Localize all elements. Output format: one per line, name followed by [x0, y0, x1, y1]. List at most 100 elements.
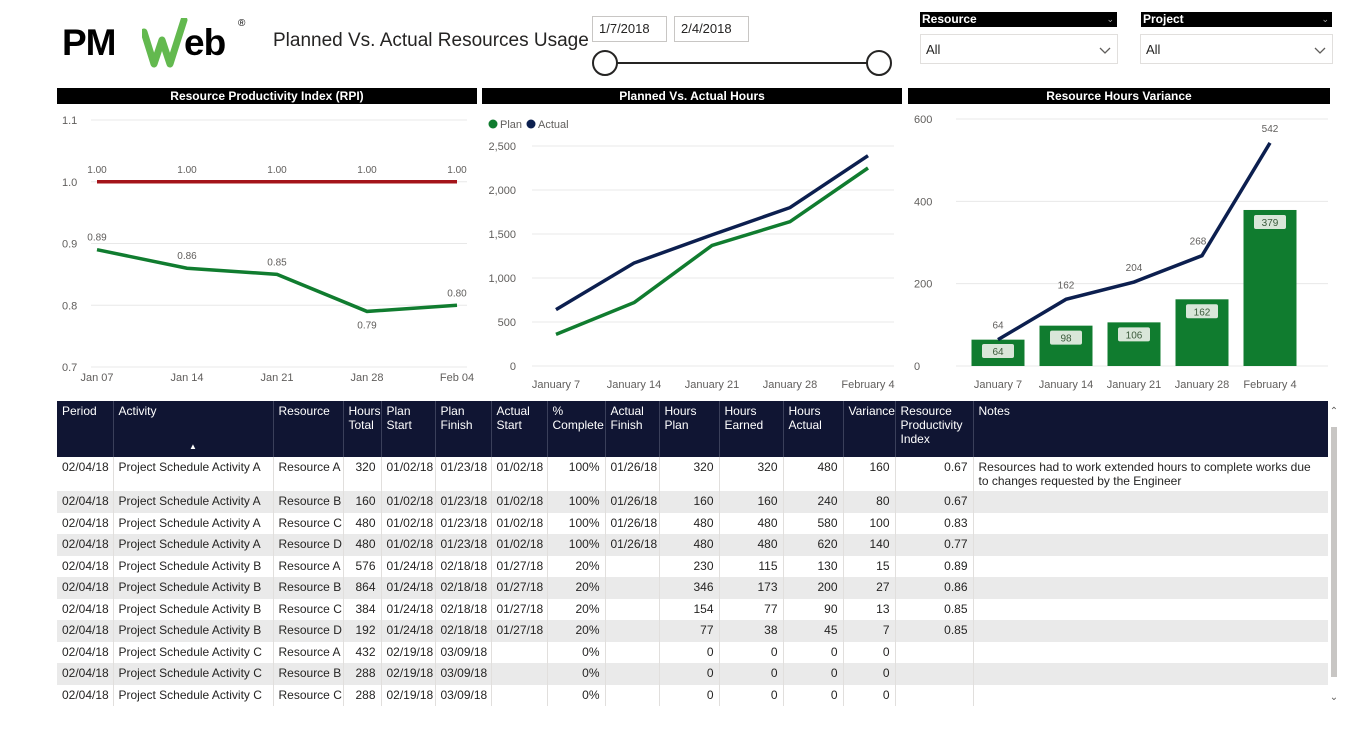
date-slider-start-handle[interactable] — [592, 50, 618, 76]
table-cell: 02/04/18 — [57, 491, 114, 513]
table-cell: Resource A — [273, 555, 344, 577]
column-header[interactable]: Hours Plan — [659, 401, 720, 457]
table-cell: 02/19/18 — [381, 641, 436, 663]
table-cell: Project Schedule Activity C — [113, 663, 274, 685]
x-tick-label: January 21 — [1107, 379, 1161, 391]
table-cell: 20% — [547, 620, 606, 642]
y-tick-label: 0.9 — [62, 239, 77, 251]
column-header[interactable]: Period — [57, 401, 114, 457]
scrollbar-thumb[interactable] — [1331, 427, 1337, 677]
column-header-label: Actual Start — [496, 404, 530, 432]
sort-ascending-icon[interactable]: ▲ — [189, 442, 197, 451]
table-cell: 02/04/18 — [57, 577, 114, 599]
scroll-up-icon[interactable]: ⌃ — [1329, 406, 1339, 417]
x-tick-label: Jan 14 — [170, 372, 203, 384]
y-tick-label: 1,000 — [488, 273, 516, 285]
y-tick-label: 0.7 — [62, 362, 77, 374]
table-cell: Project Schedule Activity B — [113, 598, 274, 620]
resource-slicer-header[interactable]: Resource ⌄ — [920, 12, 1117, 27]
table-cell: 0 — [783, 684, 844, 706]
table-cell — [605, 641, 660, 663]
table-cell: 02/04/18 — [57, 555, 114, 577]
table-scrollbar[interactable]: ⌃ ⌄ — [1329, 401, 1339, 713]
table-row[interactable]: 02/04/18 Project Schedule Activity A Resou… — [57, 491, 1328, 513]
column-header[interactable]: Hours Earned — [719, 401, 784, 457]
column-header-label: Variance — [848, 404, 895, 418]
project-slicer-label: Project — [1143, 12, 1184, 26]
table-cell: 480 — [659, 512, 720, 534]
table-cell — [973, 577, 1328, 599]
table-cell: 02/19/18 — [381, 663, 436, 685]
table-cell: 0.67 — [895, 457, 974, 491]
date-start-input[interactable]: 1/7/2018 — [592, 16, 667, 42]
project-slicer-dropdown[interactable]: All — [1140, 34, 1333, 64]
column-header[interactable]: Resource — [273, 401, 344, 457]
table-cell: Resource B — [273, 491, 344, 513]
resource-slicer-dropdown[interactable]: All — [920, 34, 1118, 64]
column-header[interactable]: Plan Finish — [435, 401, 492, 457]
table-cell: 77 — [719, 598, 784, 620]
date-end-input[interactable]: 2/4/2018 — [674, 16, 749, 42]
table-cell: 02/19/18 — [381, 684, 436, 706]
table-cell: Resource B — [273, 577, 344, 599]
plan-vs-actual-line-chart: 0 500 1,000 1,500 2,000 2,500 January 7 January… — [488, 119, 894, 391]
table-cell: 13 — [843, 598, 896, 620]
table-row[interactable]: 02/04/18 Project Schedule Activity A Resou… — [57, 457, 1328, 491]
project-slicer-header[interactable]: Project ⌄ — [1141, 12, 1332, 27]
column-header[interactable]: Notes — [973, 401, 1328, 457]
table-cell — [973, 491, 1328, 513]
table-row[interactable]: 02/04/18 Project Schedule Activity B Resou… — [57, 620, 1328, 642]
x-tick-label: January 28 — [1175, 379, 1229, 391]
column-header-label: Plan Start — [386, 404, 412, 432]
table-cell: 864 — [343, 577, 382, 599]
data-label: 0.89 — [87, 233, 107, 244]
logo-text-eb: eb — [184, 22, 226, 63]
column-header[interactable]: Plan Start — [381, 401, 436, 457]
column-header[interactable]: % Complete — [547, 401, 606, 457]
table-cell: 01/02/18 — [491, 512, 548, 534]
table-row[interactable]: 02/04/18 Project Schedule Activity A Resou… — [57, 534, 1328, 556]
table-cell — [605, 684, 660, 706]
date-slider-track[interactable] — [604, 62, 880, 64]
table-cell: Resource C — [273, 598, 344, 620]
table-cell: 03/09/18 — [435, 663, 492, 685]
table-cell: 200 — [783, 577, 844, 599]
table-cell — [491, 684, 548, 706]
table-cell: 480 — [719, 512, 784, 534]
table-cell: 02/04/18 — [57, 457, 114, 491]
table-cell: 38 — [719, 620, 784, 642]
column-header[interactable]: Activity ▲ — [113, 401, 274, 457]
column-header[interactable]: Variance — [843, 401, 896, 457]
column-header[interactable]: Actual Finish — [605, 401, 660, 457]
column-header[interactable]: Resource Productivity Index — [895, 401, 974, 457]
table-row[interactable]: 02/04/18 Project Schedule Activity C Resou… — [57, 663, 1328, 685]
column-header[interactable]: Actual Start — [491, 401, 548, 457]
scroll-down-icon[interactable]: ⌄ — [1329, 692, 1339, 703]
table-row[interactable]: 02/04/18 Project Schedule Activity C Resou… — [57, 641, 1328, 663]
table-row[interactable]: 02/04/18 Project Schedule Activity B Resou… — [57, 555, 1328, 577]
table-cell: 620 — [783, 534, 844, 556]
bar-data-label: 379 — [1262, 218, 1279, 229]
table-cell: 0 — [843, 641, 896, 663]
x-tick-label: January 21 — [685, 379, 739, 391]
resource-slicer-label: Resource — [922, 12, 977, 26]
table-row[interactable]: 02/04/18 Project Schedule Activity A Resou… — [57, 512, 1328, 534]
table-row[interactable]: 02/04/18 Project Schedule Activity B Resou… — [57, 577, 1328, 599]
table-cell: 7 — [843, 620, 896, 642]
column-header[interactable]: Hours Actual — [783, 401, 844, 457]
logo-text-pm: PM — [62, 22, 116, 63]
table-cell: 0 — [719, 684, 784, 706]
column-header-label: Plan Finish — [440, 404, 473, 432]
bar-data-label: 106 — [1126, 330, 1143, 341]
table-row[interactable]: 02/04/18 Project Schedule Activity B Resou… — [57, 598, 1328, 620]
column-header-label: Actual Finish — [610, 404, 644, 432]
table-row[interactable]: 02/04/18 Project Schedule Activity C Resou… — [57, 684, 1328, 706]
bar-data-label: 64 — [992, 347, 1004, 358]
table-cell: 01/02/18 — [491, 457, 548, 491]
date-slider-end-handle[interactable] — [866, 50, 892, 76]
table-cell: 173 — [719, 577, 784, 599]
table-cell — [605, 620, 660, 642]
table-cell: 0% — [547, 684, 606, 706]
column-header[interactable]: Hours Total — [343, 401, 382, 457]
data-label: 1.00 — [87, 165, 107, 176]
